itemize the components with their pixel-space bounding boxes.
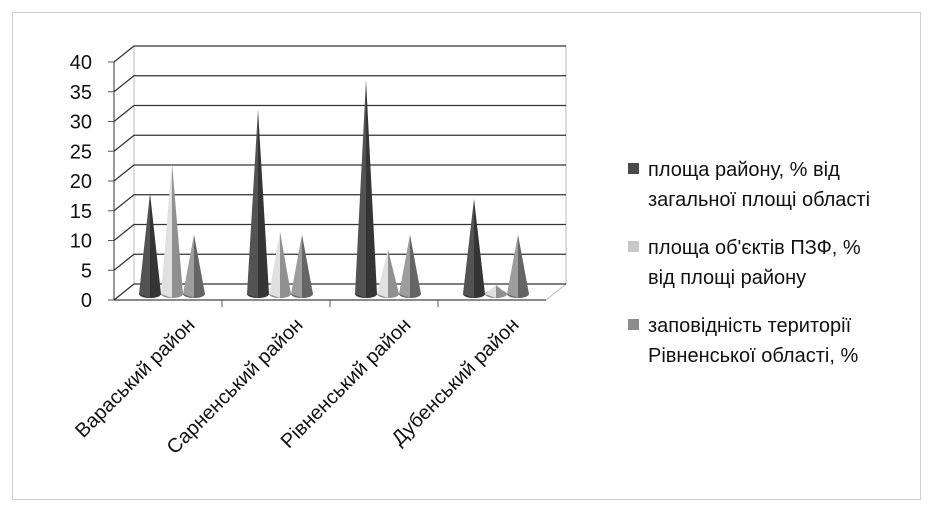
cone-2-2 (269, 231, 291, 298)
y-tick-label: 10 (70, 231, 92, 253)
legend-label-line: Рівненської області, % (648, 345, 858, 367)
grid-line (113, 223, 566, 242)
cone-face-light (377, 249, 388, 298)
cone-4-3 (507, 234, 529, 298)
legend-label-line: загальної площі області (648, 189, 870, 211)
cone-3-1 (355, 79, 377, 298)
grid-lines (113, 45, 566, 301)
grid-line (113, 134, 566, 152)
cone-face-dark (194, 234, 205, 298)
legend-entry-2: площа об'єктів ПЗФ, % від площі району (628, 237, 861, 289)
cone-face-light (269, 231, 280, 298)
y-tick-label: 20 (70, 171, 92, 193)
cone-face-dark (388, 249, 399, 298)
cone-face-light (399, 234, 410, 298)
cone-face-dark (172, 163, 183, 298)
legend-swatch (628, 241, 639, 252)
cone-face-light (507, 234, 518, 298)
chart-frame (12, 12, 921, 500)
legend-label-line: площа об'єктів ПЗФ, % (648, 237, 861, 259)
x-category-label: Вараський район (71, 314, 199, 442)
cone-face-dark (302, 234, 313, 298)
y-tick-label: 25 (70, 141, 92, 163)
cone-1-1 (139, 192, 161, 298)
legend-label-line: площа району, % від (648, 159, 840, 181)
cone-face-dark (474, 198, 485, 298)
cone-3-3 (399, 234, 421, 298)
grid-line (113, 75, 566, 93)
cone-face-dark (280, 231, 291, 298)
grid-line (113, 194, 566, 212)
y-tick-label: 35 (70, 82, 92, 104)
y-tick-label: 15 (70, 201, 92, 223)
y-tick-label: 0 (81, 290, 92, 312)
legend-swatch (628, 319, 639, 330)
cone-face-dark (518, 234, 529, 298)
cone-face-light (247, 109, 258, 298)
y-tick-label: 5 (81, 260, 92, 282)
cone-1-3 (183, 234, 205, 298)
cone-1-2 (161, 163, 183, 298)
cone-face-light (485, 285, 496, 298)
grid-line (113, 104, 566, 123)
cone-2-3 (291, 234, 313, 298)
grid-line (113, 164, 566, 182)
cone-face-dark (150, 192, 161, 298)
y-tick-label: 30 (70, 112, 92, 134)
cone-face-dark (496, 285, 507, 298)
cone-4-2 (485, 285, 507, 298)
cone-face-light (161, 163, 172, 298)
legend-label-line: від площі району (648, 267, 806, 289)
cone-face-light (463, 198, 474, 298)
y-axis-ticks: 0 5 10 15 20 25 30 35 40 (70, 52, 114, 312)
legend-entry-1: площа району, % від загальної площі облас… (628, 159, 870, 211)
grid-line (113, 45, 566, 63)
cone-face-dark (258, 109, 269, 298)
legend-swatch (628, 163, 639, 174)
grid-line (113, 283, 566, 301)
legend-entry-3: заповідність території Рівненської област… (628, 315, 858, 367)
cone-face-light (139, 192, 150, 298)
cone-face-dark (366, 79, 377, 298)
data-cones (139, 79, 529, 298)
cone-face-light (183, 234, 194, 298)
cone-face-light (355, 79, 366, 298)
cone-3-2 (377, 249, 399, 298)
cone-2-1 (247, 109, 269, 298)
y-tick-label: 40 (70, 52, 92, 74)
cone-face-dark (410, 234, 421, 298)
cone-face-light (291, 234, 302, 298)
cone-4-1 (463, 198, 485, 298)
grid-line (113, 253, 566, 271)
legend-label-line: заповідність території (648, 315, 852, 337)
chart-walls (112, 45, 568, 301)
legend: площа району, % від загальної площі облас… (628, 159, 870, 367)
